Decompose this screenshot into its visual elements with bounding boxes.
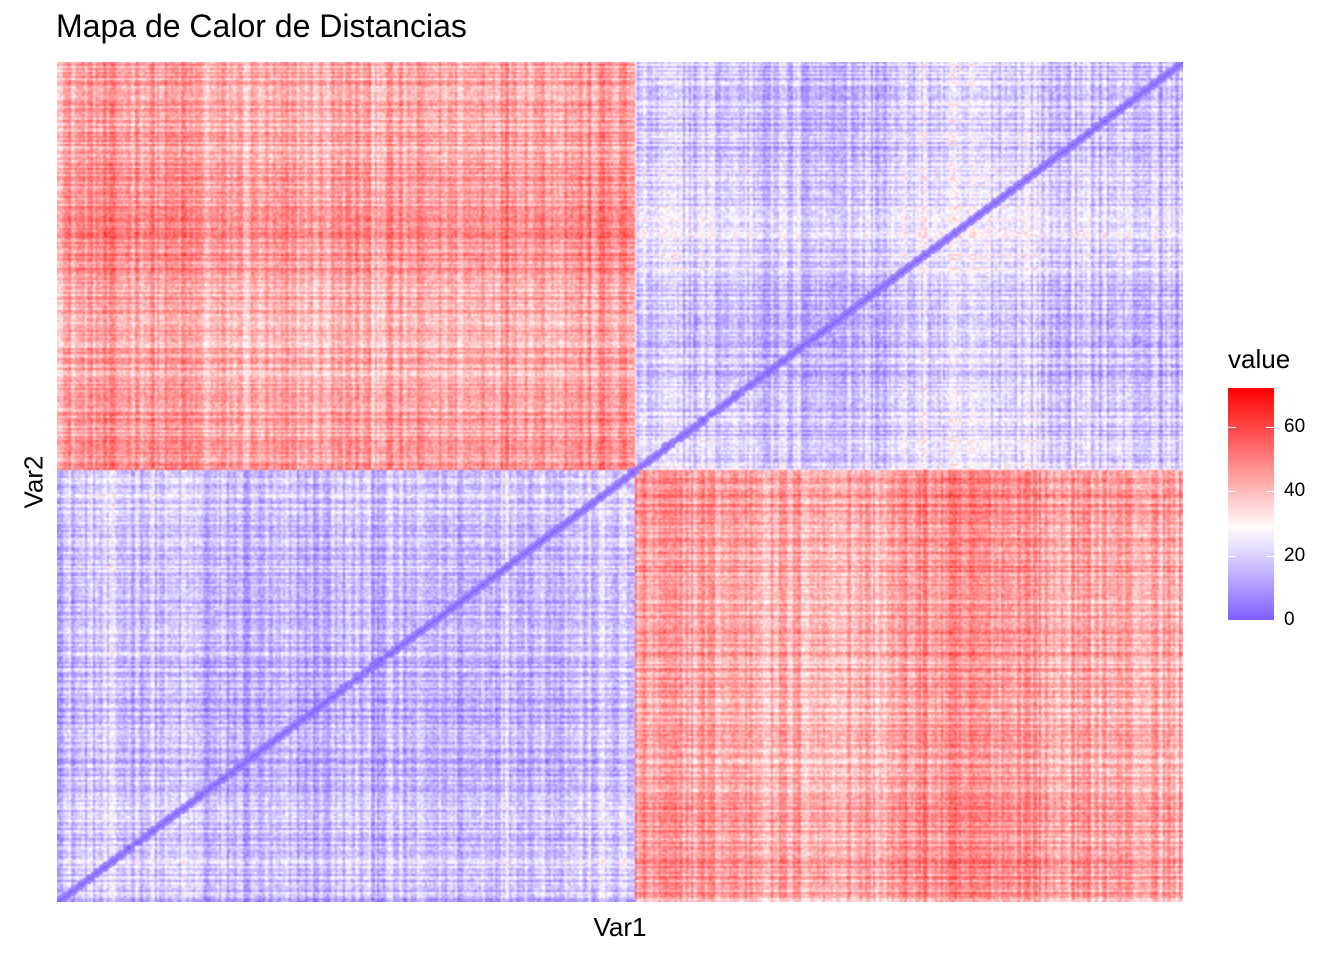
legend-tick-label: 40 bbox=[1284, 480, 1306, 502]
legend-colorbar bbox=[1228, 388, 1274, 620]
chart-title: Mapa de Calor de Distancias bbox=[56, 8, 467, 44]
legend-tick-label: 0 bbox=[1284, 609, 1295, 630]
legend-tick-label: 60 bbox=[1284, 415, 1306, 437]
color-legend: value 0 20 40 60 bbox=[1228, 344, 1338, 644]
x-axis-label: Var1 bbox=[593, 912, 647, 942]
heatmap-canvas bbox=[57, 62, 1183, 902]
legend-title: value bbox=[1228, 344, 1291, 374]
legend-tick-label: 20 bbox=[1284, 544, 1306, 566]
y-axis-label: Var2 bbox=[18, 455, 49, 509]
